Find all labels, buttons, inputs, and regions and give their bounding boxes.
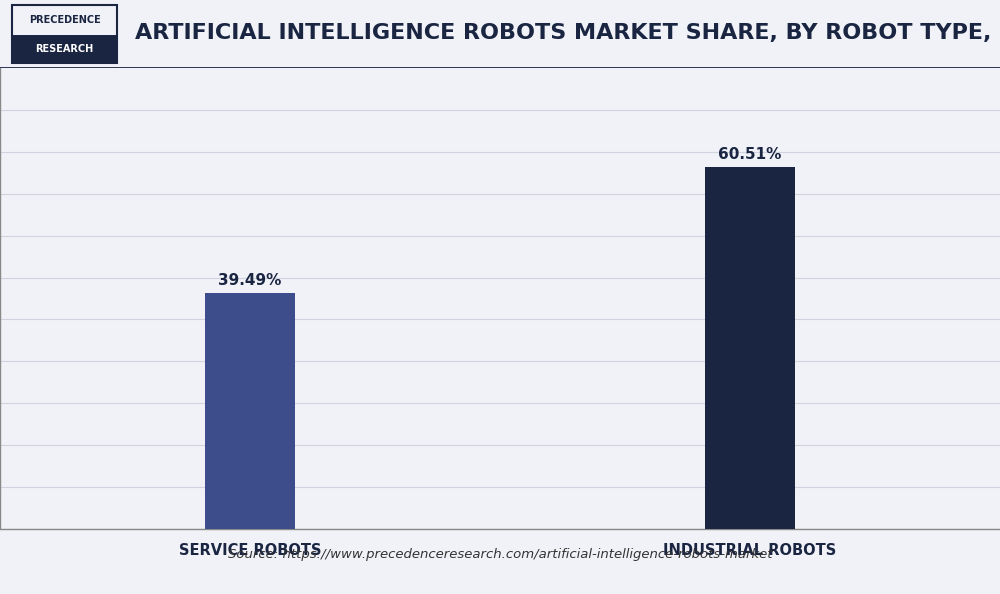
- Text: 39.49%: 39.49%: [218, 273, 282, 287]
- Text: ARTIFICIAL INTELLIGENCE ROBOTS MARKET SHARE, BY ROBOT TYPE, 2023 (%): ARTIFICIAL INTELLIGENCE ROBOTS MARKET SH…: [135, 23, 1000, 43]
- Text: RESEARCH: RESEARCH: [35, 44, 94, 54]
- Text: Source: https://www.precedenceresearch.com/artificial-intelligence-robots-market: Source: https://www.precedenceresearch.c…: [228, 548, 772, 561]
- Bar: [705, 167, 795, 529]
- FancyBboxPatch shape: [12, 5, 117, 36]
- Bar: [205, 293, 295, 529]
- FancyBboxPatch shape: [12, 36, 117, 63]
- Text: PRECEDENCE: PRECEDENCE: [29, 15, 100, 25]
- Text: 60.51%: 60.51%: [718, 147, 782, 162]
